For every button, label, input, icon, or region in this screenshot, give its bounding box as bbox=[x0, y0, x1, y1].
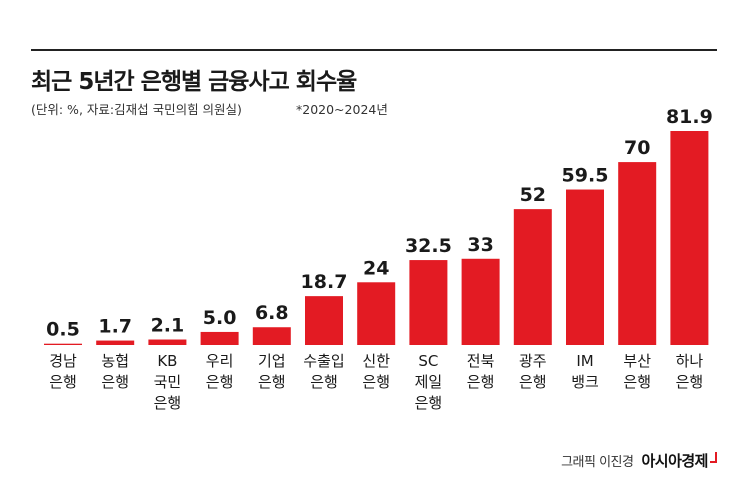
value-label-8: 32.5 bbox=[405, 235, 452, 257]
graphic-credit: 그래픽 이진경 bbox=[561, 455, 634, 470]
category-label-11: IM 뱅크 bbox=[571, 352, 599, 391]
category-label-5: 기업 은행 bbox=[258, 352, 286, 391]
category-label-2: 농협 은행 bbox=[101, 352, 129, 391]
value-label-6: 18.7 bbox=[301, 271, 348, 293]
category-label-12: 부산 은행 bbox=[623, 352, 651, 391]
value-label-1: 0.5 bbox=[46, 319, 80, 341]
value-label-3: 2.1 bbox=[151, 315, 185, 337]
category-label-9: 전북 은행 bbox=[467, 352, 495, 391]
bar-11 bbox=[566, 189, 604, 345]
value-label-7: 24 bbox=[363, 257, 389, 279]
brand-mark-icon bbox=[710, 452, 717, 463]
value-label-12: 70 bbox=[624, 137, 650, 159]
period-note: *2020~2024년 bbox=[296, 102, 388, 117]
category-label-6: 수출입 은행 bbox=[303, 352, 344, 391]
bar-9 bbox=[461, 258, 500, 345]
top-rule bbox=[31, 49, 717, 51]
value-label-5: 6.8 bbox=[255, 302, 289, 324]
category-label-3: KB 국민 은행 bbox=[154, 352, 182, 412]
value-label-4: 5.0 bbox=[203, 307, 237, 329]
bar-4 bbox=[200, 331, 239, 345]
bar-8 bbox=[409, 260, 448, 345]
bar-10 bbox=[513, 209, 552, 345]
category-label-13: 하나 은행 bbox=[676, 352, 704, 391]
chart-title: 최근 5년간 은행별 금융사고 회수율 bbox=[31, 69, 357, 95]
value-label-11: 59.5 bbox=[562, 165, 609, 187]
category-label-10: 광주 은행 bbox=[519, 352, 547, 391]
category-label-1: 경남 은행 bbox=[49, 352, 77, 391]
bar-12 bbox=[618, 162, 657, 345]
bar-1 bbox=[44, 343, 82, 345]
category-label-8: SC 제일 은행 bbox=[415, 352, 443, 412]
bar-7 bbox=[357, 282, 396, 345]
bar-5 bbox=[252, 327, 291, 345]
bar-6 bbox=[305, 296, 343, 345]
value-label-9: 33 bbox=[467, 234, 493, 256]
value-label-13: 81.9 bbox=[666, 106, 713, 128]
bar-13 bbox=[670, 131, 709, 345]
footer: 그래픽 이진경 아시아경제 bbox=[561, 450, 717, 471]
value-label-2: 1.7 bbox=[98, 316, 132, 338]
brand-logo: 아시아경제 bbox=[641, 452, 708, 470]
category-label-7: 신한 은행 bbox=[362, 352, 390, 391]
category-label-4: 우리 은행 bbox=[206, 352, 234, 391]
value-label-10: 52 bbox=[520, 184, 546, 206]
bar-2 bbox=[96, 340, 135, 345]
chart-subtitle: (단위: %, 자료:김재섭 국민의힘 의원실) bbox=[31, 102, 242, 117]
bar-3 bbox=[148, 339, 187, 345]
